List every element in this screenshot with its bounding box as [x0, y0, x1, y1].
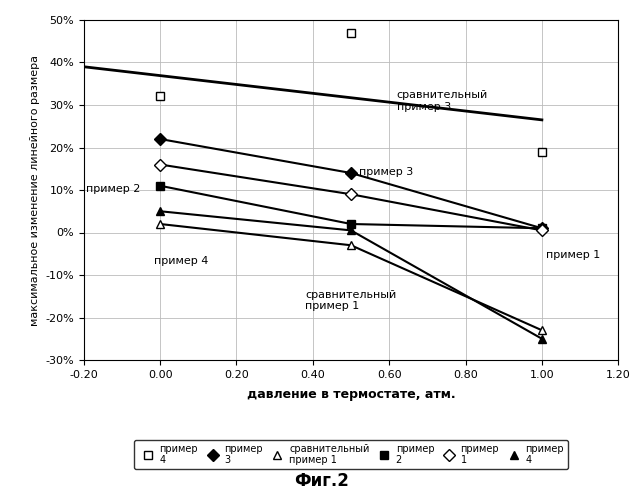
Text: сравнительный
пример 3: сравнительный пример 3 [397, 90, 488, 112]
Text: пример 3: пример 3 [359, 166, 413, 176]
Text: пример 1: пример 1 [545, 250, 600, 260]
Text: пример 4: пример 4 [155, 256, 209, 266]
Text: пример 2: пример 2 [86, 184, 140, 194]
Text: Фиг.2: Фиг.2 [294, 472, 350, 490]
Text: сравнительный
пример 1: сравнительный пример 1 [305, 290, 397, 312]
X-axis label: давление в термостате, атм.: давление в термостате, атм. [247, 388, 455, 401]
Legend: пример
4, пример
3, сравнительный
пример 1, пример
2, пример
1, пример
4: пример 4, пример 3, сравнительный пример… [134, 440, 568, 469]
Y-axis label: максимальное изменение линейного размера: максимальное изменение линейного размера [30, 54, 40, 326]
